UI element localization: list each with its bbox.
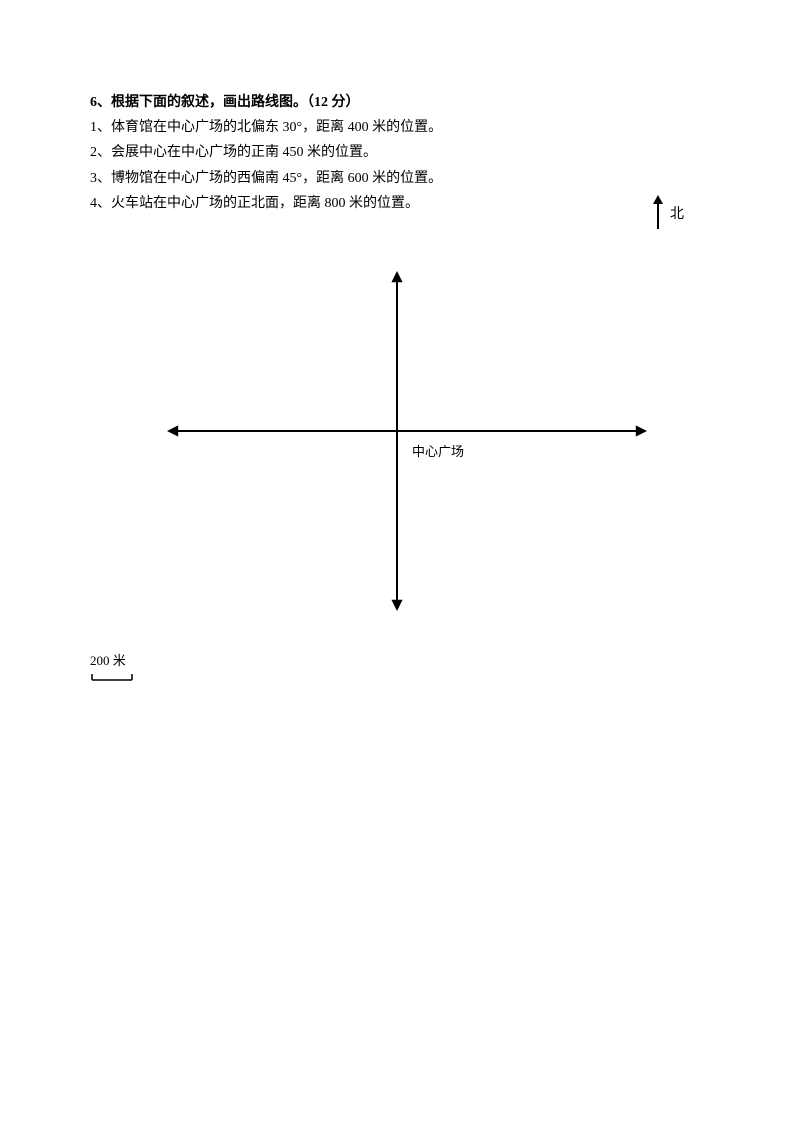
item-1: 1、体育馆在中心广场的北偏东 30°，距离 400 米的位置。 xyxy=(90,115,704,140)
item-4: 4、火车站在中心广场的正北面，距离 800 米的位置。 xyxy=(90,191,704,216)
compass-label: 北 xyxy=(670,203,684,223)
title-points: （12 分） xyxy=(307,95,360,110)
title-text: 、根据下面的叙述，画出路线图。 xyxy=(97,95,307,110)
title-number: 6 xyxy=(90,95,97,110)
scale-label: 200 米 xyxy=(90,653,126,668)
center-square-label: 中心广场 xyxy=(412,441,464,460)
scale-bar-icon xyxy=(90,672,134,682)
question-title: 6、根据下面的叙述，画出路线图。（12 分） xyxy=(90,90,704,115)
scale-indicator: 200 米 xyxy=(90,650,134,682)
item-2: 2、会展中心在中心广场的正南 450 米的位置。 xyxy=(90,140,704,165)
compass-arrow-icon xyxy=(652,195,664,231)
axes-svg xyxy=(137,256,657,636)
item-3: 3、博物馆在中心广场的西偏南 45°，距离 600 米的位置。 xyxy=(90,166,704,191)
coordinate-diagram: 中心广场 xyxy=(137,256,657,636)
compass-north: 北 xyxy=(652,195,684,231)
